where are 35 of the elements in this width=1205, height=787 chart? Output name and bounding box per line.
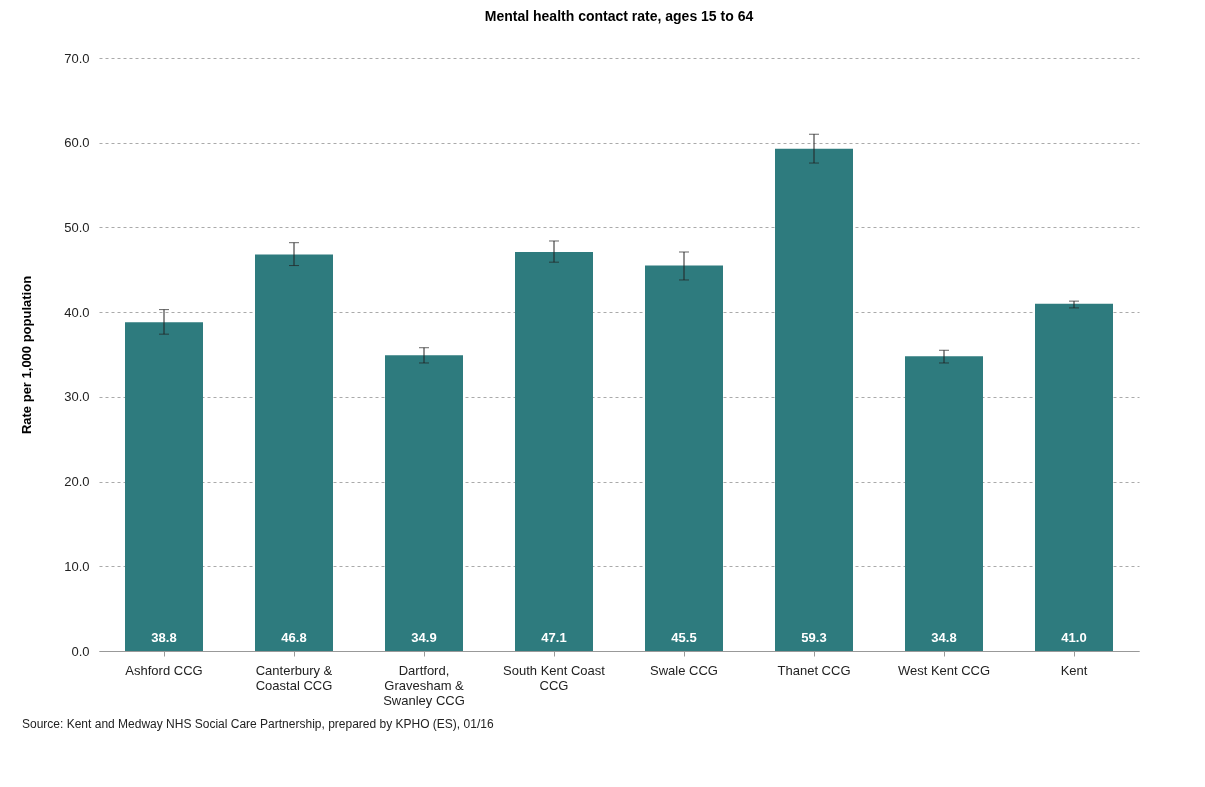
data-label: 45.5 <box>671 630 697 645</box>
y-axis-title: Rate per 1,000 population <box>19 275 35 435</box>
x-tick-label: West Kent CCG <box>897 662 991 678</box>
data-label: 59.3 <box>801 630 827 645</box>
x-tick-label: Dartford, Gravesham & Swanley CCG <box>383 662 465 708</box>
data-label: 41.0 <box>1061 630 1087 645</box>
data-label: 47.1 <box>541 630 567 645</box>
y-tick-label: 30.0 <box>64 389 90 405</box>
source-note: Source: Kent and Medway NHS Social Care Partnership, prepared by KPHO (ES), 01/16 <box>22 717 495 731</box>
y-tick-label: 50.0 <box>64 219 90 235</box>
x-tick-label: Canterbury & Coastal CCG <box>255 662 333 693</box>
y-tick-label: 10.0 <box>64 558 90 574</box>
y-tick-label: 0.0 <box>71 643 90 659</box>
data-label: 34.9 <box>411 630 437 645</box>
bar <box>385 355 463 651</box>
bar <box>1035 303 1113 651</box>
x-tick-label: Swale CCG <box>650 662 718 678</box>
bar <box>645 265 723 651</box>
bar <box>775 148 853 651</box>
y-tick-label: 40.0 <box>64 304 90 320</box>
x-tick-label: South Kent Coast CCG <box>503 662 606 693</box>
x-tick-label: Thanet CCG <box>777 662 851 678</box>
data-label: 38.8 <box>151 630 177 645</box>
data-label: 46.8 <box>281 630 307 645</box>
y-tick-label: 70.0 <box>64 50 90 66</box>
bar <box>125 322 203 651</box>
x-tick-label: Kent <box>1060 662 1088 678</box>
y-tick-label: 60.0 <box>64 135 90 151</box>
y-tick-label: 20.0 <box>64 474 90 490</box>
bar <box>255 254 333 651</box>
bar <box>905 356 983 651</box>
x-tick-label: Ashford CCG <box>125 662 203 678</box>
chart-title: Mental health contact rate, ages 15 to 64 <box>484 8 754 24</box>
bar <box>515 252 593 651</box>
data-label: 34.8 <box>931 630 957 645</box>
